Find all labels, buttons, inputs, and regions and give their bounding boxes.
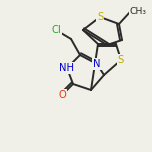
Text: O: O [58,90,66,100]
Text: CH₃: CH₃ [130,7,147,17]
Text: S: S [118,55,124,65]
Text: S: S [97,12,103,22]
Text: Cl: Cl [51,25,61,35]
Text: N: N [93,59,101,69]
Text: NH: NH [59,63,74,73]
